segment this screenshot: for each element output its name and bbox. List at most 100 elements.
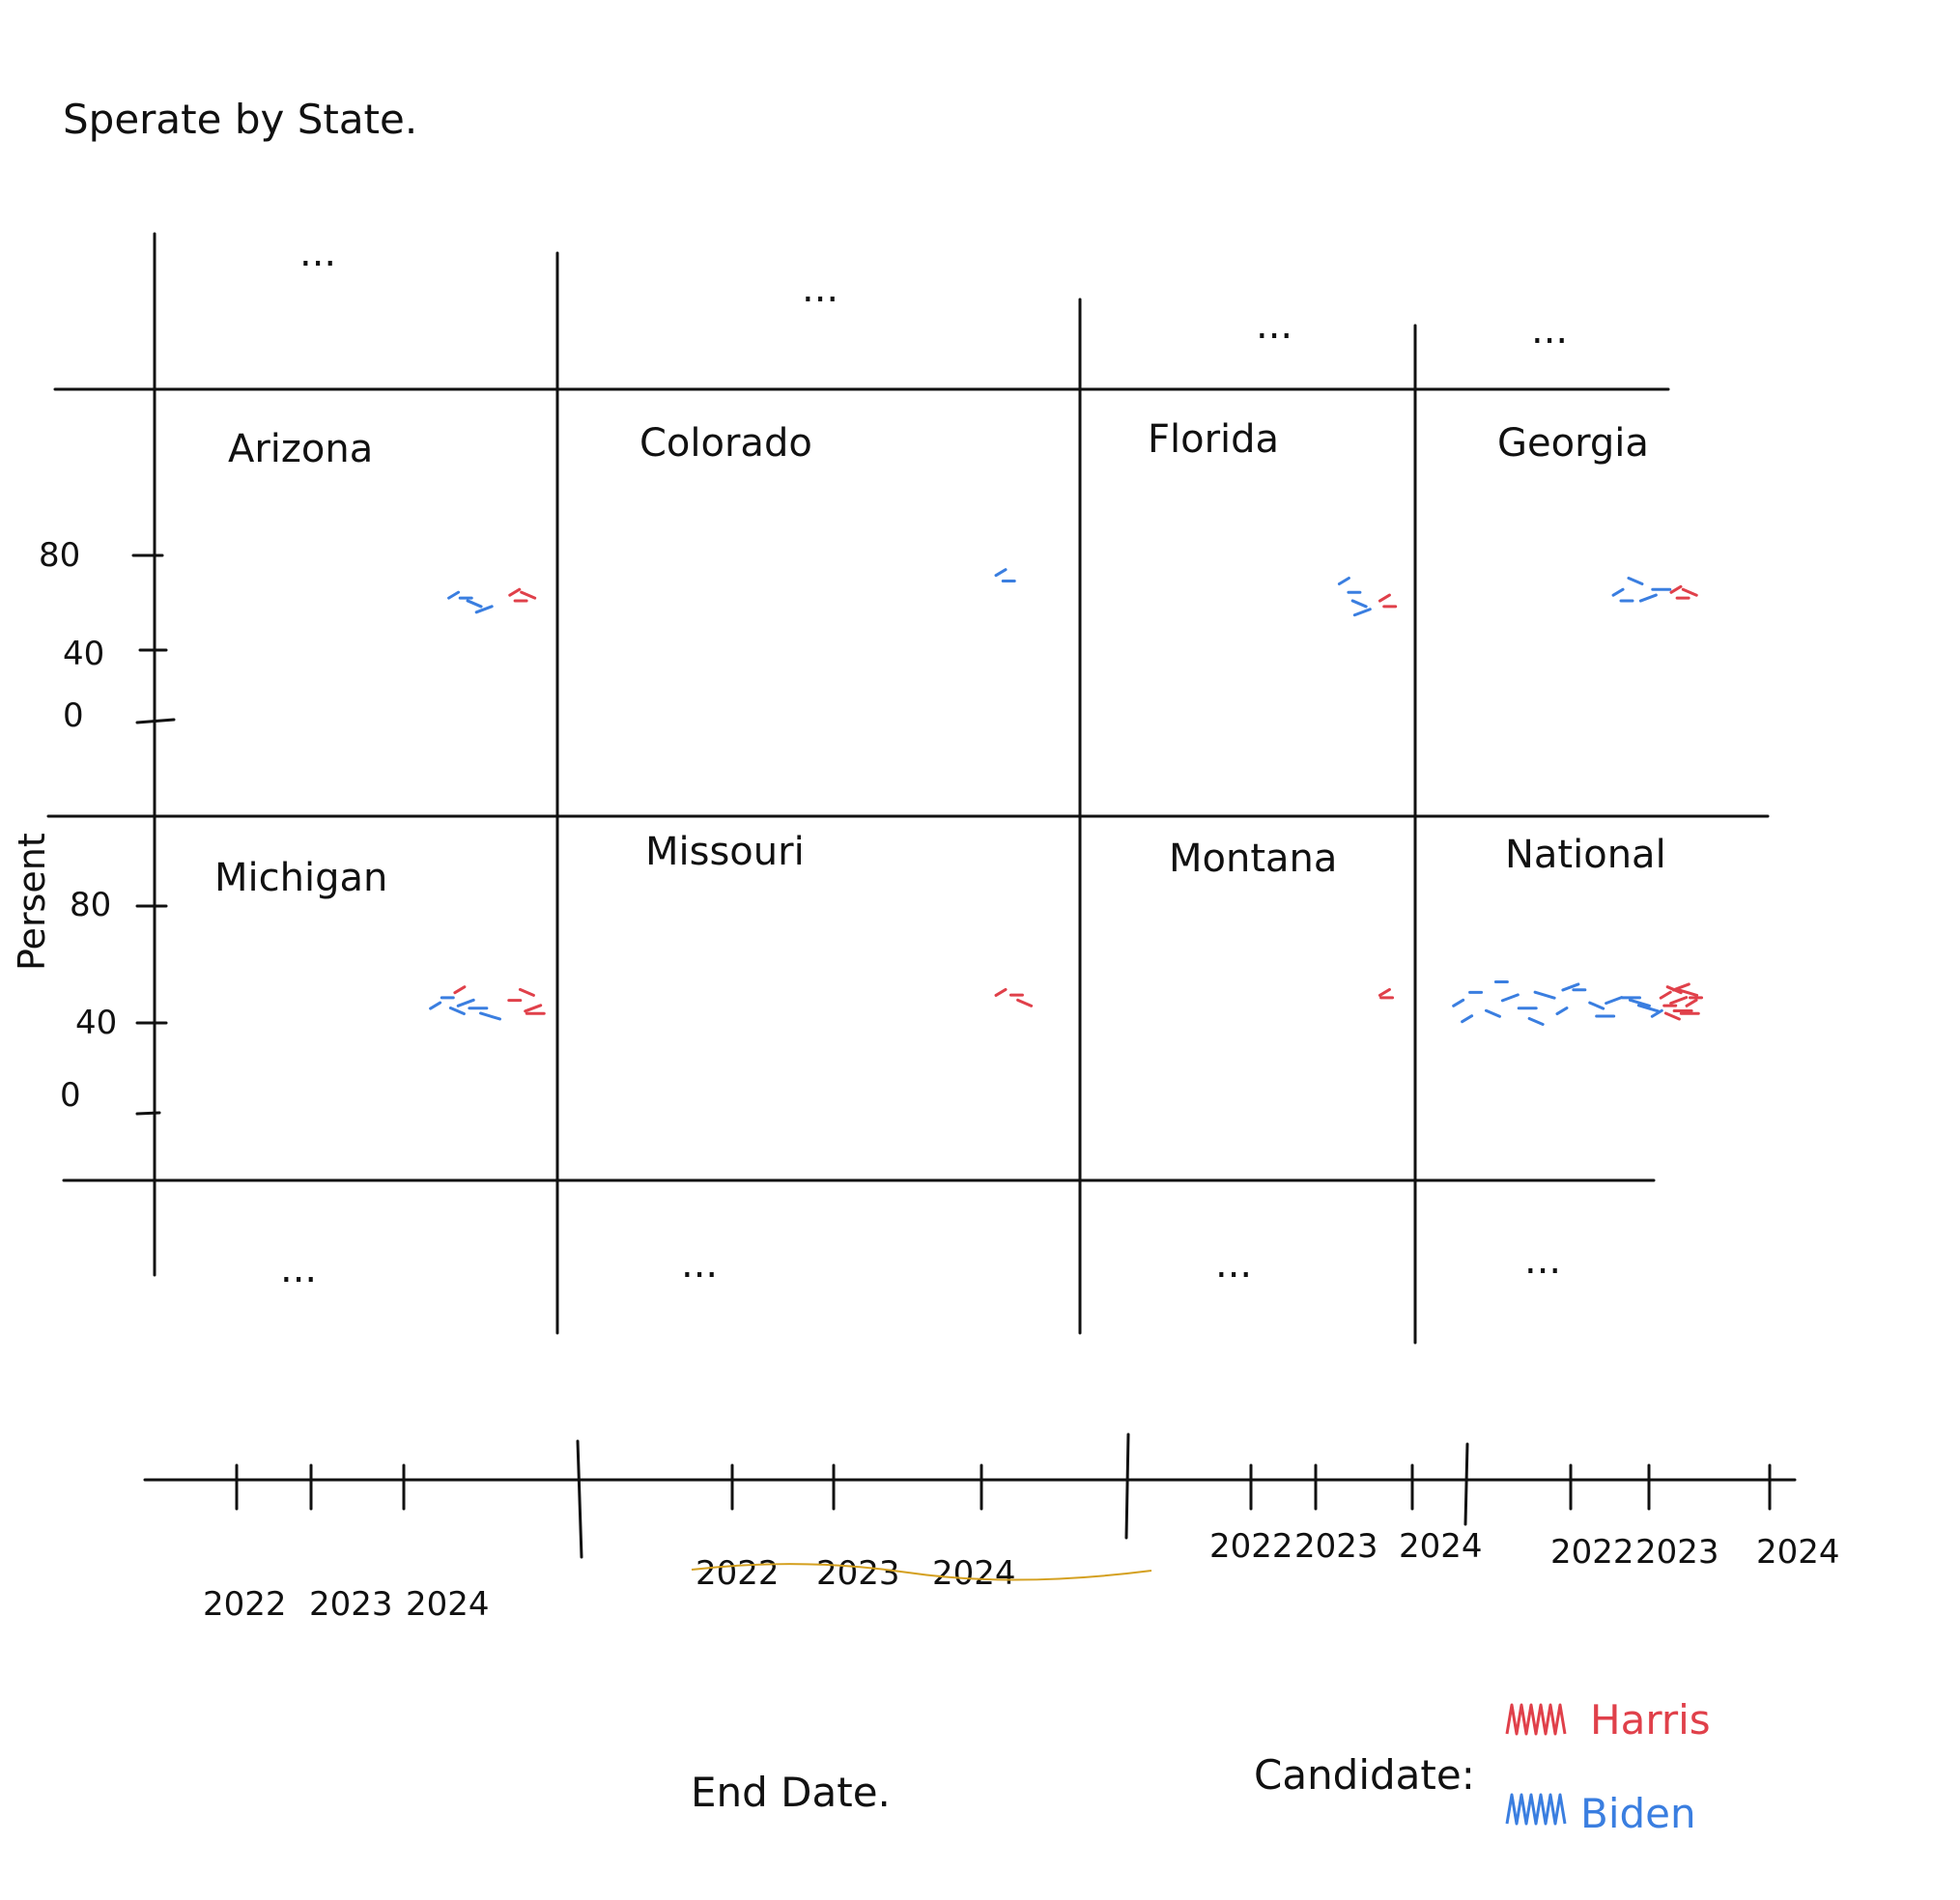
- point-harris: [453, 985, 467, 995]
- page-title: Sperate by State.: [63, 96, 417, 143]
- facet-montana-points: [1378, 987, 1395, 1000]
- y-axis-row-2: 80 40 0: [60, 886, 168, 1116]
- data-points: [429, 568, 1704, 1026]
- point-biden: [474, 605, 494, 614]
- top-ellipsis-3: ...: [1256, 303, 1292, 348]
- legend: Candidate: Harris Biden: [1254, 1696, 1711, 1837]
- x-tick-label: 2024: [1399, 1527, 1483, 1566]
- point-harris: [1659, 990, 1672, 1000]
- facet-title-montana: Montana: [1169, 837, 1337, 881]
- point-biden: [1461, 1014, 1474, 1024]
- x-tick-label: 2022: [1550, 1533, 1634, 1572]
- x-tick-label: 2022: [203, 1585, 287, 1624]
- x-tick-label: 2023: [309, 1585, 393, 1624]
- highlight-underline: [691, 1563, 1152, 1581]
- point-biden: [1636, 1004, 1660, 1013]
- facet-arizona-points: [447, 587, 537, 614]
- point-biden: [1533, 990, 1556, 1000]
- facet-title-colorado: Colorado: [639, 421, 812, 466]
- facet-grid: [46, 232, 1770, 1345]
- top-ellipsis-2: ...: [802, 267, 838, 311]
- point-biden: [1627, 577, 1644, 585]
- y-tick-mark: [135, 718, 176, 724]
- facet-florida-points: [1337, 577, 1398, 617]
- x-tick-label: 2023: [1294, 1527, 1378, 1566]
- x-tick-label: 2023: [1635, 1533, 1719, 1572]
- facet-title-missouri: Missouri: [645, 830, 805, 874]
- point-harris: [1378, 987, 1391, 997]
- legend-swatch-biden: [1505, 1793, 1567, 1826]
- facet-georgia-points: [1611, 577, 1698, 603]
- x-tick-label: 2022: [696, 1554, 780, 1593]
- bottom-ellipsis-4: ...: [1524, 1238, 1561, 1283]
- point-harris: [520, 590, 537, 600]
- point-biden: [1628, 998, 1651, 1007]
- bottom-ellipsis-2: ...: [681, 1242, 718, 1287]
- point-harris: [1681, 587, 1698, 597]
- point-biden: [1527, 1016, 1545, 1026]
- x-axis: [143, 1432, 1797, 1559]
- x-tick-label: 2024: [1756, 1533, 1840, 1572]
- legend-label-harris: Harris: [1590, 1696, 1711, 1744]
- point-biden: [994, 568, 1008, 578]
- legend-scribble: [1505, 1793, 1567, 1826]
- point-biden: [1350, 599, 1368, 609]
- point-biden: [1588, 1001, 1605, 1010]
- point-harris: [1016, 998, 1034, 1007]
- point-biden: [1484, 1008, 1501, 1018]
- point-biden: [1605, 996, 1624, 1006]
- point-harris: [524, 1004, 543, 1013]
- point-harris: [1685, 998, 1698, 1007]
- facet-title-arizona: Arizona: [228, 427, 373, 471]
- point-biden: [1638, 593, 1658, 603]
- y-tick-label: 0: [60, 1076, 81, 1115]
- point-biden: [447, 590, 461, 600]
- facet-title-florida: Florida: [1148, 417, 1279, 462]
- y-axis-title: Persent: [11, 833, 53, 971]
- legend-title: Candidate:: [1254, 1751, 1475, 1799]
- point-harris: [1669, 996, 1689, 1006]
- facet-colorado-points: [994, 568, 1016, 582]
- point-harris: [508, 587, 522, 597]
- point-harris: [518, 987, 535, 997]
- point-biden: [1555, 1007, 1569, 1016]
- bottom-ellipsis-3: ...: [1215, 1242, 1252, 1287]
- facet-title-national: National: [1505, 833, 1666, 877]
- legend-swatch-harris: [1505, 1703, 1567, 1736]
- y-axis-row-1: 80 40 0: [39, 536, 176, 735]
- y-tick-label: 40: [75, 1004, 117, 1042]
- x-axis-title: End Date.: [691, 1769, 891, 1816]
- x-axis-separator: [1463, 1442, 1469, 1526]
- top-ellipsis-4: ...: [1531, 308, 1568, 353]
- point-biden: [1352, 608, 1372, 617]
- point-biden: [479, 1011, 501, 1021]
- point-biden: [1561, 982, 1580, 992]
- y-tick-label: 80: [39, 536, 80, 575]
- point-biden: [456, 998, 475, 1007]
- y-tick-label: 40: [63, 635, 104, 673]
- facet-title-michigan: Michigan: [214, 856, 387, 900]
- top-ellipsis-1: ...: [299, 231, 336, 275]
- x-axis-separator: [576, 1439, 583, 1559]
- facet-michigan-points: [429, 985, 546, 1021]
- point-harris: [1671, 982, 1690, 992]
- x-tick-label: 2024: [932, 1554, 1016, 1593]
- x-tick-label: 2022: [1209, 1527, 1293, 1566]
- point-biden: [1650, 1008, 1663, 1018]
- facet-national-points: [1452, 980, 1704, 1026]
- facet-missouri-points: [994, 987, 1034, 1007]
- point-harris: [1663, 1011, 1681, 1021]
- legend-label-biden: Biden: [1580, 1790, 1696, 1837]
- y-tick-mark: [135, 1111, 161, 1116]
- point-biden: [1452, 998, 1465, 1007]
- bottom-ellipsis-1: ...: [280, 1247, 317, 1291]
- point-biden: [466, 599, 483, 609]
- point-biden: [448, 1007, 466, 1016]
- legend-scribble: [1505, 1703, 1567, 1736]
- point-biden: [1611, 587, 1625, 597]
- y-tick-label: 0: [63, 696, 84, 735]
- point-harris: [1676, 987, 1699, 997]
- y-tick-label: 80: [70, 886, 111, 924]
